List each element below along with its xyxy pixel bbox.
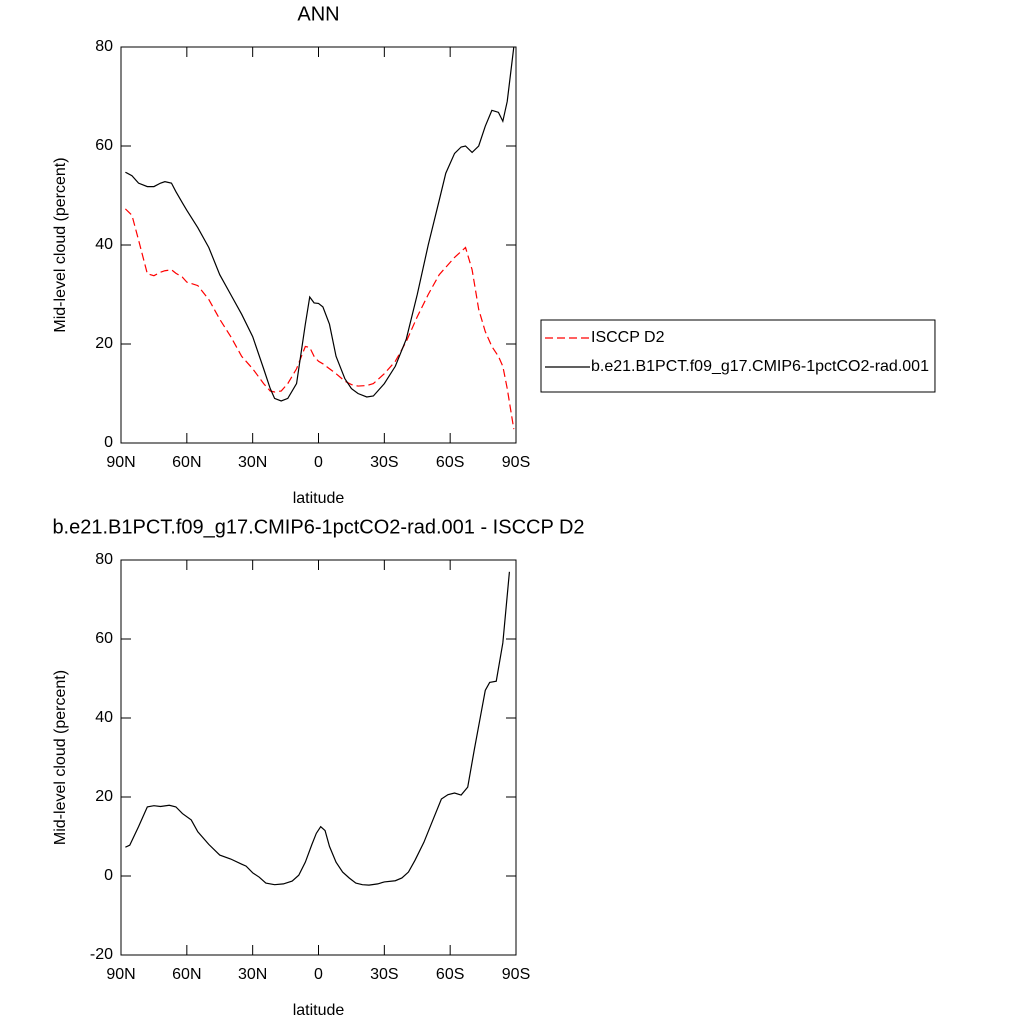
y-tick-label: 60	[95, 137, 113, 154]
y-tick-label: 40	[95, 236, 113, 253]
y-axis-label: Mid-level cloud (percent)	[52, 670, 69, 845]
x-tick-label: 30N	[238, 966, 267, 983]
legend: ISCCP D2 b.e21.B1PCT.f09_g17.CMIP6-1pctCO…	[540, 319, 936, 393]
y-tick-label: 60	[95, 630, 113, 647]
y-tick-label: 20	[95, 788, 113, 805]
data-line	[125, 571, 511, 886]
x-tick-label: 60N	[172, 966, 201, 983]
legend-label: b.e21.B1PCT.f09_g17.CMIP6-1pctCO2-rad.00…	[591, 358, 929, 375]
y-tick-label: 40	[95, 709, 113, 726]
x-tick-label: 30N	[238, 454, 267, 471]
y-tick-label: 80	[95, 551, 113, 568]
x-tick-label: 90S	[502, 966, 530, 983]
y-tick-label: 80	[95, 38, 113, 55]
x-axis-label: latitude	[293, 490, 345, 507]
y-tick-label: 20	[95, 335, 113, 352]
x-axis-label: latitude	[293, 1002, 345, 1019]
legend-label: ISCCP D2	[591, 329, 665, 346]
x-tick-label: 60N	[172, 454, 201, 471]
data-line	[124, 208, 515, 430]
chart-title: ANN	[297, 3, 339, 25]
y-tick-label: 0	[104, 434, 113, 451]
x-tick-label: 0	[314, 966, 323, 983]
plot-frame	[120, 46, 517, 444]
data-line	[125, 46, 515, 402]
y-axis-label: Mid-level cloud (percent)	[52, 157, 69, 332]
chart-title: b.e21.B1PCT.f09_g17.CMIP6-1pctCO2-rad.00…	[52, 516, 584, 538]
legend-frame	[540, 319, 936, 393]
x-tick-label: 60S	[436, 966, 464, 983]
x-tick-label: 90N	[106, 454, 135, 471]
y-tick-label: -20	[90, 946, 113, 963]
x-tick-label: 90N	[106, 966, 135, 983]
x-tick-label: 60S	[436, 454, 464, 471]
x-tick-label: 90S	[502, 454, 530, 471]
x-tick-label: 30S	[370, 454, 398, 471]
plot-frame	[120, 559, 517, 956]
y-tick-label: 0	[104, 867, 113, 884]
x-tick-label: 0	[314, 454, 323, 471]
x-tick-label: 30S	[370, 966, 398, 983]
